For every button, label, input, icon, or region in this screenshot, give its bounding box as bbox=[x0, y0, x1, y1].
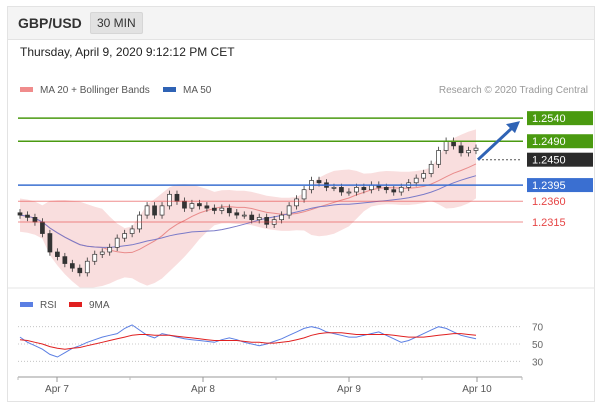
candle bbox=[204, 202, 210, 212]
chart-header: GBP/USD 30 MIN bbox=[8, 7, 594, 40]
candle bbox=[301, 186, 307, 203]
candle bbox=[107, 243, 113, 256]
candle bbox=[241, 211, 247, 219]
candle bbox=[294, 195, 299, 210]
candle bbox=[122, 229, 128, 242]
level-label: 1.2450 bbox=[532, 155, 566, 167]
currency-pair-title: GBP/USD bbox=[18, 15, 82, 31]
legend-ma50-swatch bbox=[163, 87, 176, 92]
level-label-bg bbox=[527, 178, 593, 193]
candle bbox=[129, 225, 135, 238]
rsi-tick-label: 30 bbox=[532, 357, 544, 368]
candle bbox=[212, 204, 217, 215]
ma50-line bbox=[19, 175, 477, 248]
credit-text: Research © 2020 Trading Central bbox=[439, 85, 588, 96]
legend-ma20-swatch bbox=[20, 87, 33, 92]
candle bbox=[69, 259, 75, 272]
candle bbox=[226, 204, 232, 217]
candle bbox=[189, 199, 195, 212]
candle bbox=[25, 211, 30, 222]
candle bbox=[436, 146, 441, 168]
level-label-bg bbox=[527, 152, 593, 167]
candle bbox=[286, 202, 292, 219]
candle bbox=[249, 211, 255, 224]
candle bbox=[99, 248, 105, 258]
candle bbox=[466, 146, 471, 157]
candle bbox=[264, 213, 270, 228]
legend-ma50-label: MA 50 bbox=[183, 85, 212, 96]
candle bbox=[84, 257, 90, 277]
legend-ma20-label: MA 20 + Bollinger Bands bbox=[40, 85, 150, 96]
candle bbox=[62, 252, 68, 268]
level-label-bg bbox=[527, 134, 593, 149]
level-label: 1.2540 bbox=[532, 113, 566, 125]
candle bbox=[55, 248, 60, 261]
x-tick-label: Apr 8 bbox=[191, 384, 215, 395]
candle bbox=[114, 234, 120, 252]
candle bbox=[152, 202, 157, 219]
forecast-arrow-head bbox=[506, 121, 520, 134]
level-label-bg bbox=[527, 111, 593, 126]
level-label: 1.2490 bbox=[532, 136, 566, 148]
series-rsi-line bbox=[19, 324, 477, 358]
x-tick-label: Apr 9 bbox=[337, 384, 361, 395]
x-tick-label: Apr 7 bbox=[45, 384, 69, 395]
candle bbox=[92, 250, 98, 265]
candle bbox=[167, 190, 172, 210]
candle bbox=[421, 169, 427, 182]
forecast-arrow bbox=[476, 125, 516, 161]
candle bbox=[77, 264, 83, 277]
legend-9ma-swatch bbox=[69, 302, 82, 307]
rsi-tick-label: 50 bbox=[532, 340, 544, 351]
candle bbox=[219, 204, 225, 215]
legend-rsi-swatch bbox=[20, 302, 33, 307]
x-tick-label: Apr 10 bbox=[462, 384, 492, 395]
bollinger-band-area bbox=[20, 129, 476, 289]
chart-datetime: Thursday, April 9, 2020 9:12:12 PM CET bbox=[20, 45, 235, 59]
legend-9ma-label: 9MA bbox=[89, 300, 110, 311]
rsi-tick-label: 70 bbox=[532, 323, 544, 334]
level-label: 1.2360 bbox=[532, 196, 566, 208]
legend-rsi-label: RSI bbox=[40, 300, 57, 311]
candle bbox=[144, 202, 150, 219]
candle bbox=[391, 186, 397, 196]
level-label: 1.2315 bbox=[532, 217, 566, 229]
candle bbox=[17, 209, 23, 219]
candle bbox=[279, 211, 284, 224]
candle bbox=[428, 160, 434, 178]
candle bbox=[234, 209, 240, 219]
candle bbox=[159, 202, 165, 219]
series-9ma-line bbox=[19, 332, 477, 350]
candle bbox=[458, 142, 464, 157]
candle bbox=[47, 229, 53, 256]
timeframe-badge[interactable]: 30 MIN bbox=[90, 12, 143, 34]
candle bbox=[473, 144, 479, 155]
candle bbox=[346, 188, 352, 196]
level-label: 1.2395 bbox=[532, 180, 566, 192]
